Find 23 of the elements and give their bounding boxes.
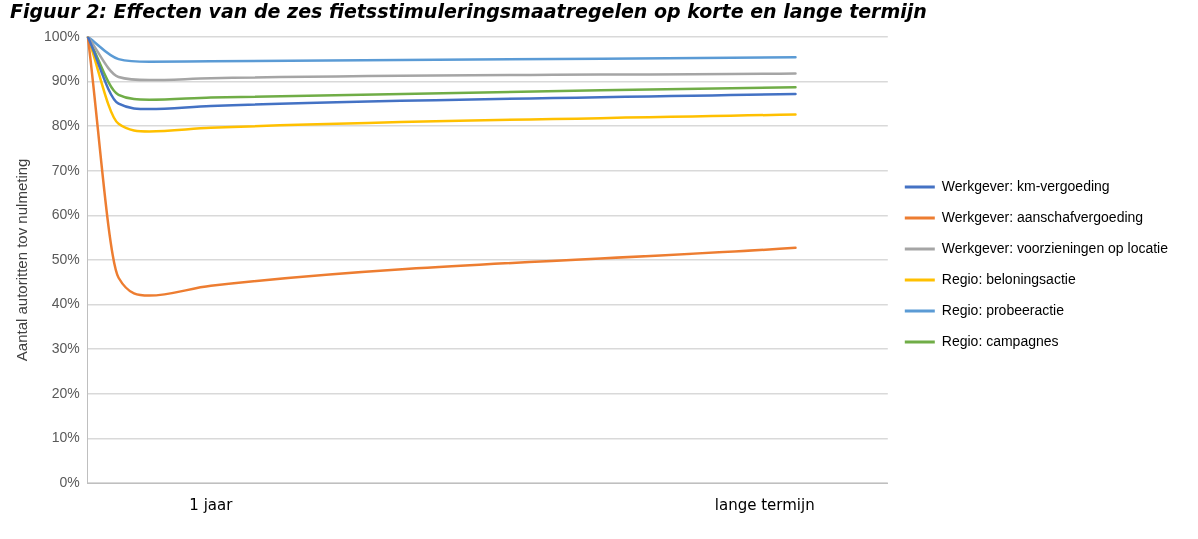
y-tick-label: 80% [51, 116, 80, 133]
legend-label: Regio: probeeractie [941, 301, 1065, 318]
y-tick-label: 90% [51, 72, 80, 89]
legend-label: Regio: beloningsactie [941, 270, 1076, 287]
legend-label: Werkgever: aanschafvergoeding [941, 208, 1144, 225]
y-tick-label: 100% [43, 27, 80, 44]
x-tick-label: 1 jaar [189, 495, 234, 514]
y-tick-label: 0% [59, 473, 80, 490]
y-tick-label: 10% [51, 429, 80, 446]
y-tick-label: 30% [51, 340, 80, 356]
chart-title: Figuur 2: Effecten van de zes fietsstimuleringsmaatregelen op korte en lange termijn [10, 0, 927, 23]
line-series [86, 36, 797, 297]
y-axis-title: Aantal autoritten tov nulmeting [13, 158, 31, 362]
legend-label: Werkgever: voorzieningen op locatie [941, 239, 1169, 256]
line-series [86, 36, 797, 82]
legend-label: Werkgever: km-vergoeding [941, 177, 1110, 194]
legend-label: Regio: campagnes [941, 332, 1059, 349]
x-tick-label: lange termijn [714, 495, 815, 514]
y-tick-label: 60% [51, 206, 80, 223]
y-tick-label: 40% [51, 295, 80, 312]
y-tick-label: 20% [51, 384, 80, 401]
y-tick-label: 50% [51, 250, 80, 267]
y-tick-label: 70% [51, 161, 80, 178]
